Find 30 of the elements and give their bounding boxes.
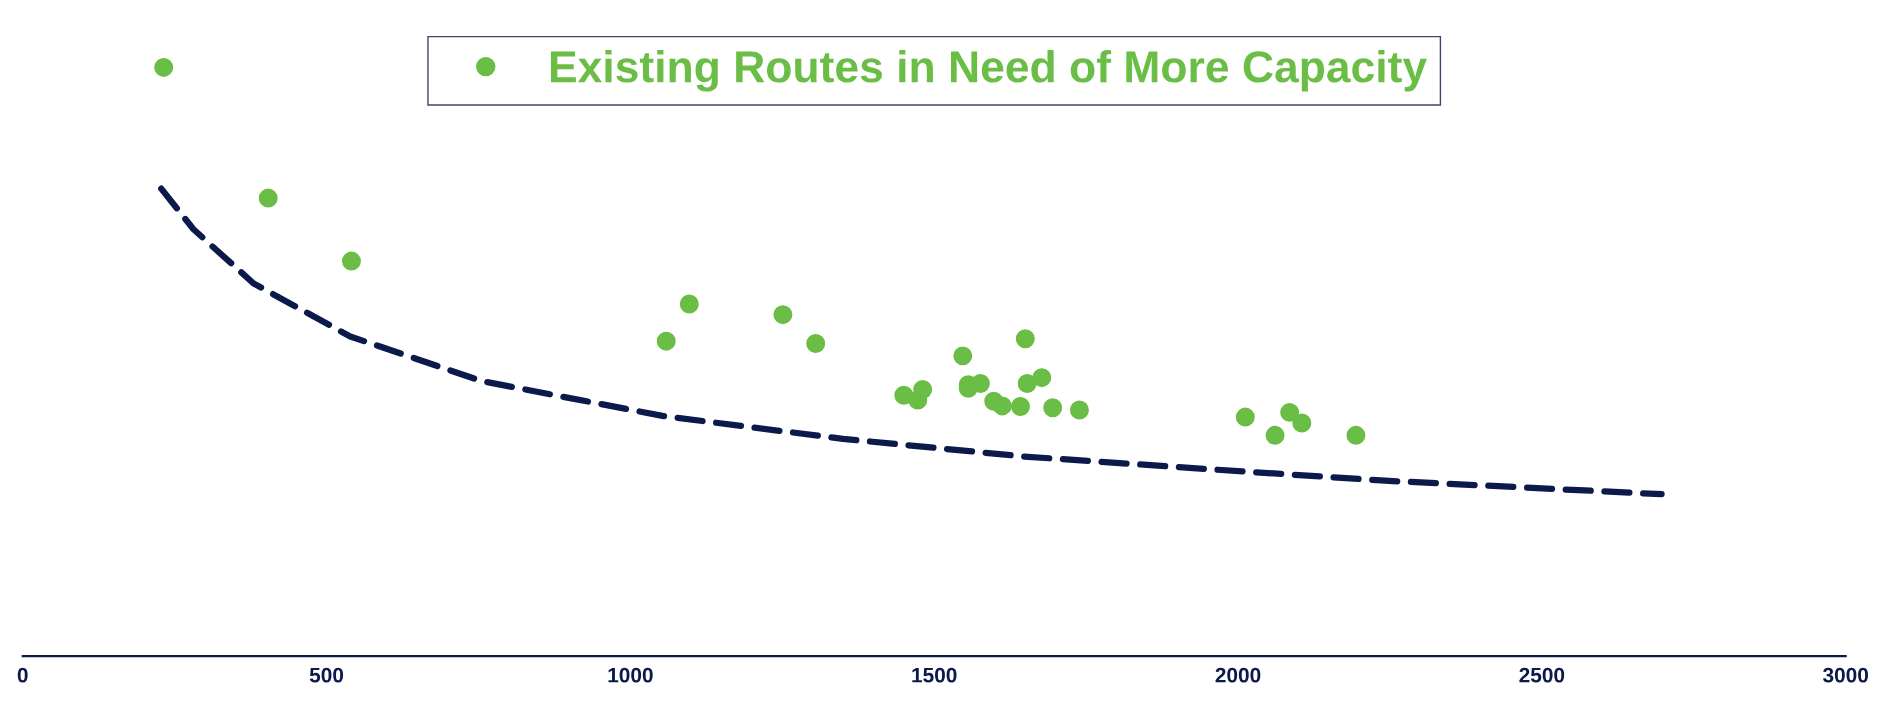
- x-tick-label: 500: [309, 667, 344, 683]
- x-tick-label: 1000: [608, 667, 653, 683]
- point: [1069, 400, 1089, 420]
- point: [1235, 407, 1255, 427]
- point: [913, 379, 933, 399]
- x-tick-label: 3000: [1822, 667, 1868, 683]
- point: [1292, 413, 1312, 433]
- point: [970, 374, 990, 394]
- point: [1011, 397, 1030, 416]
- x-tick-label: 2000: [1215, 667, 1261, 683]
- point: [953, 346, 973, 366]
- point: [1346, 425, 1366, 445]
- point: [1043, 398, 1063, 418]
- point: [1017, 374, 1037, 394]
- point: [258, 188, 278, 208]
- point: [1015, 329, 1035, 349]
- point: [992, 396, 1012, 416]
- x-tick-label: 0: [17, 667, 28, 683]
- point: [1032, 368, 1052, 388]
- point: [679, 294, 699, 314]
- point: [656, 331, 676, 351]
- point: [806, 334, 826, 353]
- point: [1265, 425, 1285, 445]
- legend-label: Existing Routes in Need of More Capacity: [550, 49, 1427, 92]
- point: [773, 305, 793, 325]
- point: [341, 251, 361, 271]
- x-tick-label: 2500: [1519, 667, 1565, 683]
- x-tick-label: 1500: [912, 667, 957, 683]
- point: [1280, 402, 1300, 422]
- point: [154, 57, 174, 77]
